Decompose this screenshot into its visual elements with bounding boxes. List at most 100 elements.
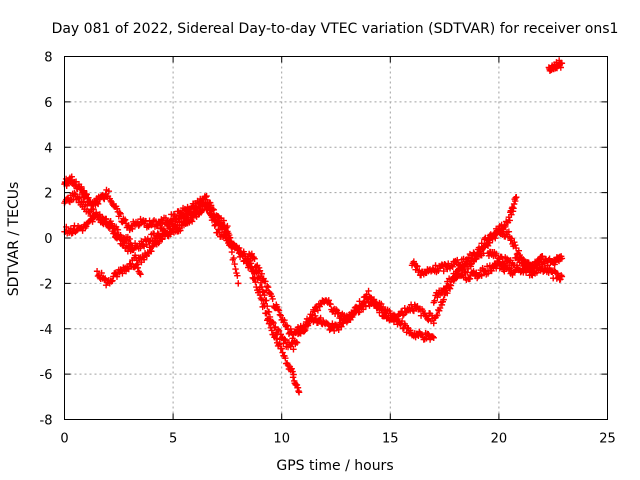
data-point — [486, 239, 494, 246]
data-point — [508, 235, 515, 242]
data-point — [273, 335, 280, 342]
data-point — [248, 250, 256, 257]
data-point — [272, 331, 279, 338]
data-point — [210, 211, 218, 218]
data-point — [148, 248, 155, 255]
data-point — [275, 341, 283, 348]
data-point — [121, 216, 129, 223]
data-point — [102, 215, 110, 223]
data-point — [224, 228, 231, 235]
data-point — [335, 309, 342, 316]
y-tick-label: -4 — [40, 323, 53, 338]
data-point — [325, 297, 332, 304]
series-track-9 — [545, 57, 566, 74]
y-tick-label: -8 — [40, 414, 53, 429]
data-point — [283, 322, 291, 329]
x-tick-label: 20 — [491, 432, 508, 447]
data-point — [264, 284, 272, 291]
data-point — [114, 226, 122, 233]
data-point — [287, 325, 294, 333]
data-point — [508, 211, 515, 218]
data-point — [278, 345, 285, 352]
data-point — [135, 222, 142, 229]
data-point — [189, 214, 197, 222]
data-point — [522, 269, 530, 276]
data-point — [262, 278, 269, 285]
data-point — [274, 326, 282, 333]
data-point — [359, 301, 366, 308]
data-point — [378, 305, 385, 313]
y-tick-label: 2 — [44, 187, 52, 202]
data-point — [332, 306, 340, 313]
data-point — [266, 320, 274, 327]
data-point — [314, 307, 322, 314]
data-point — [193, 204, 200, 212]
data-point — [326, 326, 333, 334]
data-point — [258, 270, 265, 278]
data-point — [127, 239, 134, 247]
data-point — [126, 235, 133, 243]
data-point — [530, 265, 537, 272]
data-point — [454, 273, 461, 281]
data-point — [290, 346, 297, 353]
data-point — [205, 203, 212, 210]
data-point — [264, 315, 272, 322]
data-point — [96, 211, 103, 219]
data-point — [198, 207, 206, 215]
data-point — [235, 280, 242, 287]
series-track-3 — [61, 190, 144, 278]
data-point — [488, 267, 495, 275]
data-point — [220, 222, 227, 229]
data-point — [308, 314, 315, 322]
data-point — [268, 327, 275, 334]
data-point — [466, 275, 474, 282]
data-point — [290, 371, 297, 378]
data-point — [228, 248, 236, 256]
data-point — [88, 206, 95, 213]
y-tick-label: 6 — [44, 96, 52, 111]
data-point — [117, 232, 124, 239]
data-point — [263, 310, 270, 317]
data-point — [558, 60, 566, 67]
data-point — [162, 214, 170, 222]
data-point — [317, 314, 324, 322]
grid-layer — [64, 56, 608, 420]
x-tick-label: 15 — [382, 432, 399, 447]
data-point — [261, 302, 268, 310]
data-point — [102, 275, 109, 282]
data-point — [492, 250, 500, 258]
data-point — [140, 256, 148, 263]
data-point — [247, 264, 255, 272]
data-point — [511, 241, 519, 249]
y-tick-label: 8 — [44, 51, 52, 66]
data-point — [431, 297, 438, 304]
data-point — [444, 289, 451, 297]
data-point — [513, 193, 520, 201]
data-point — [255, 264, 263, 271]
data-point — [309, 311, 316, 319]
data-point — [506, 265, 513, 272]
data-point — [215, 217, 222, 224]
data-point — [424, 315, 431, 322]
data-point — [279, 349, 286, 356]
data-point — [252, 279, 259, 286]
x-tick-label: 5 — [169, 432, 177, 447]
data-point — [327, 300, 334, 308]
data-point — [449, 263, 456, 270]
y-tick-label: -2 — [40, 277, 53, 292]
y-axis-label: SDTVAR / TECUs — [6, 182, 22, 297]
data-point — [492, 235, 499, 242]
data-point — [93, 268, 101, 275]
data-point — [256, 291, 264, 299]
data-point — [108, 278, 115, 285]
data-point — [517, 254, 524, 261]
data-point — [251, 275, 258, 282]
data-point — [430, 320, 437, 327]
data-point — [453, 270, 460, 277]
data-point — [246, 263, 254, 270]
series-track-2 — [61, 173, 242, 287]
data-point — [558, 273, 566, 280]
data-point — [113, 273, 121, 280]
data-point — [282, 354, 289, 362]
data-point — [377, 304, 384, 311]
